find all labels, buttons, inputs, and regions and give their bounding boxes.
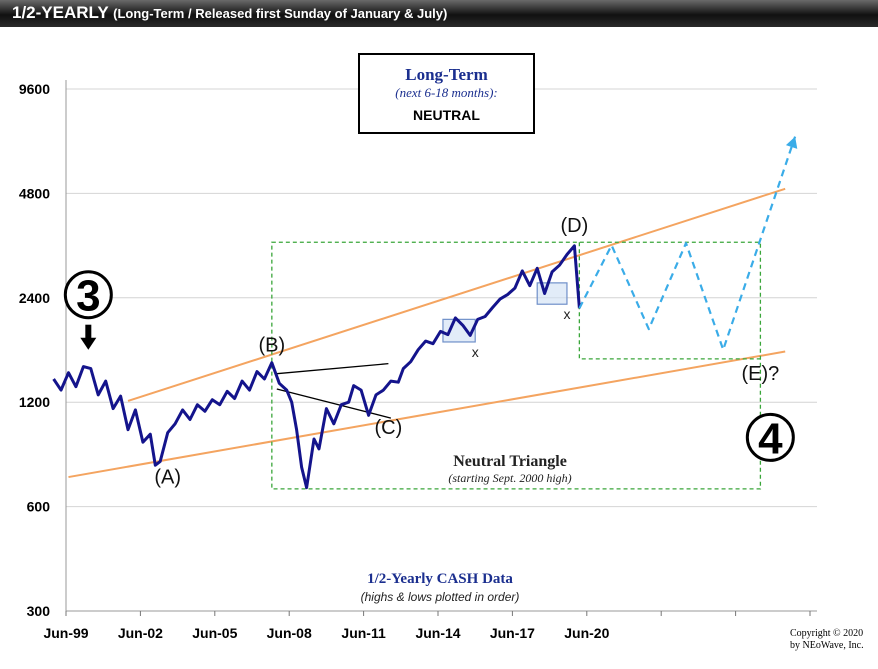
trendline xyxy=(127,187,786,402)
trendline xyxy=(68,350,786,479)
x-tick-label: Jun-08 xyxy=(267,625,312,641)
x-tick-label: Jun-14 xyxy=(415,625,460,641)
x-wave-box xyxy=(536,282,568,305)
outlook-box: Long-Term (next 6-18 months): NEUTRAL xyxy=(358,53,535,134)
copyright-line2: by NEoWave, Inc. xyxy=(790,640,864,651)
triangle-line xyxy=(276,363,389,375)
outlook-status: NEUTRAL xyxy=(413,107,480,123)
header-title: 1/2-YEARLY (Long-Term / Released first S… xyxy=(12,3,447,23)
series-caption-note: (highs & lows plotted in order) xyxy=(361,590,520,604)
x-tick-label: Jun-02 xyxy=(118,625,163,641)
wave-label: (E)? xyxy=(742,363,780,385)
x-tick-label: Jun-11 xyxy=(341,625,386,641)
down-arrow-head xyxy=(80,337,97,350)
degree-marker-label: 3 xyxy=(76,272,100,321)
neutral-triangle-inner-box xyxy=(578,242,761,360)
wave-label: (D) xyxy=(561,215,589,237)
outlook-horizon: (next 6-18 months): xyxy=(395,85,498,100)
wave-label: (B) xyxy=(259,335,286,357)
y-tick-label: 1200 xyxy=(19,394,50,410)
degree-marker-circle xyxy=(63,270,113,320)
price-line xyxy=(52,244,581,490)
header-title-text: 1/2-YEARLY xyxy=(12,3,109,22)
y-tick-label: 600 xyxy=(27,499,51,515)
wave-label: (A) xyxy=(154,466,181,488)
series-caption: 1/2-Yearly CASH Data xyxy=(367,571,513,587)
x-tick-label: Jun-99 xyxy=(43,625,88,641)
neutral-triangle-label: Neutral Triangle xyxy=(453,453,567,470)
triangle-line xyxy=(276,388,392,419)
y-tick-label: 4800 xyxy=(19,185,50,201)
x-tick-label: Jun-05 xyxy=(192,625,237,641)
degree-marker-circle xyxy=(745,412,795,462)
neutral-triangle-box xyxy=(271,241,762,490)
outlook-title: Long-Term xyxy=(405,65,488,84)
projection-arrowhead xyxy=(785,136,798,149)
down-arrow-shaft xyxy=(85,324,92,339)
copyright: Copyright © 2020 by NEoWave, Inc. xyxy=(790,628,875,652)
copyright-line1: Copyright © 2020 xyxy=(790,628,864,639)
neutral-triangle-note: (starting Sept. 2000 high) xyxy=(448,471,571,485)
y-tick-label: 2400 xyxy=(19,290,50,306)
wave-label: (C) xyxy=(375,417,403,439)
x-wave-label: x xyxy=(472,344,479,360)
y-tick-label: 9600 xyxy=(19,81,50,97)
header-bar: 1/2-YEARLY (Long-Term / Released first S… xyxy=(0,0,878,27)
x-tick-label: Jun-20 xyxy=(564,625,609,641)
degree-marker-label: 4 xyxy=(758,414,783,463)
x-wave-label: x xyxy=(563,306,570,322)
y-tick-label: 300 xyxy=(27,603,51,619)
projection-line xyxy=(578,136,797,351)
header-subtitle: (Long-Term / Released first Sunday of Ja… xyxy=(113,6,448,21)
x-tick-label: Jun-17 xyxy=(490,625,535,641)
